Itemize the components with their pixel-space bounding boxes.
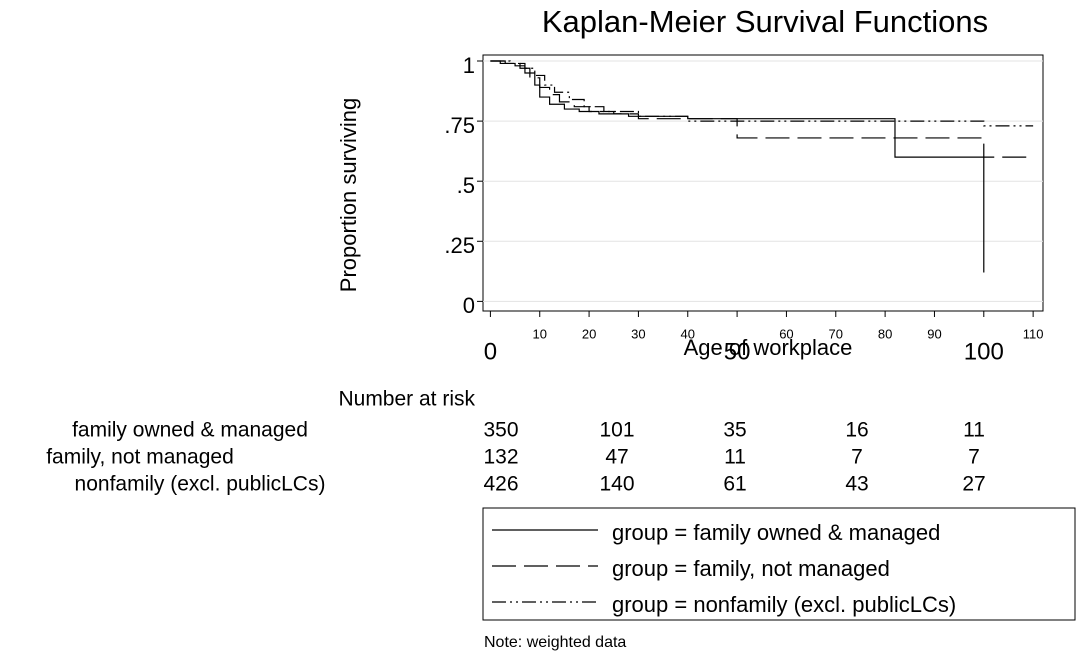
- x-axis-label: Age of workplace: [684, 335, 853, 360]
- risk-count: 132: [483, 446, 518, 469]
- y-axis-label: Proportion surviving: [336, 98, 361, 292]
- risk-count: 11: [724, 446, 746, 469]
- risk-count: 61: [723, 473, 746, 496]
- risk-count: 11: [963, 419, 985, 442]
- x-tick-label: 70: [829, 326, 843, 341]
- risk-count: 47: [605, 446, 628, 469]
- risk-row-label: family, not managed: [46, 446, 234, 469]
- risk-count: 7: [851, 446, 863, 469]
- x-tick-label: 80: [878, 326, 892, 341]
- risk-count: 350: [483, 419, 518, 442]
- x-tick-label: 100: [964, 338, 1004, 365]
- risk-table-title: Number at risk: [338, 388, 475, 411]
- risk-count: 140: [599, 473, 634, 496]
- y-tick-label: .75: [444, 113, 475, 138]
- legend-label: group = family owned & managed: [612, 520, 940, 545]
- x-tick-label: 0: [484, 338, 497, 365]
- y-tick-label: 1: [463, 53, 475, 78]
- x-tick-label: 20: [582, 326, 596, 341]
- x-tick-label: 110: [1023, 326, 1044, 341]
- survival-curve: [490, 60, 985, 273]
- x-tick-label: 30: [631, 326, 645, 341]
- x-tick-label: 50: [724, 338, 751, 365]
- legend-label: group = nonfamily (excl. publicLCs): [612, 592, 956, 617]
- risk-count: 27: [962, 473, 985, 496]
- survival-curve: [490, 60, 1034, 158]
- y-tick-label: .25: [444, 233, 475, 258]
- x-tick-label: 10: [533, 326, 547, 341]
- y-tick-label: 0: [463, 293, 475, 318]
- chart-title: Kaplan-Meier Survival Functions: [542, 4, 988, 39]
- risk-count: 43: [845, 473, 868, 496]
- risk-count: 426: [483, 473, 518, 496]
- x-tick-label: 90: [927, 326, 941, 341]
- legend-box: [482, 507, 1076, 621]
- risk-count: 7: [968, 446, 980, 469]
- x-tick-label: 60: [779, 326, 793, 341]
- y-tick-label: .5: [457, 173, 475, 198]
- risk-count: 16: [845, 419, 868, 442]
- plot-area: [482, 54, 1044, 312]
- survival-curve: [490, 60, 1034, 127]
- x-tick-label: 40: [681, 326, 695, 341]
- legend-label: group = family, not managed: [612, 556, 890, 581]
- risk-count: 101: [599, 419, 634, 442]
- note: Note: weighted data: [484, 634, 626, 651]
- risk-row-label: family owned & managed: [72, 419, 308, 442]
- risk-count: 35: [723, 419, 746, 442]
- risk-row-label: nonfamily (excl. publicLCs): [75, 473, 326, 496]
